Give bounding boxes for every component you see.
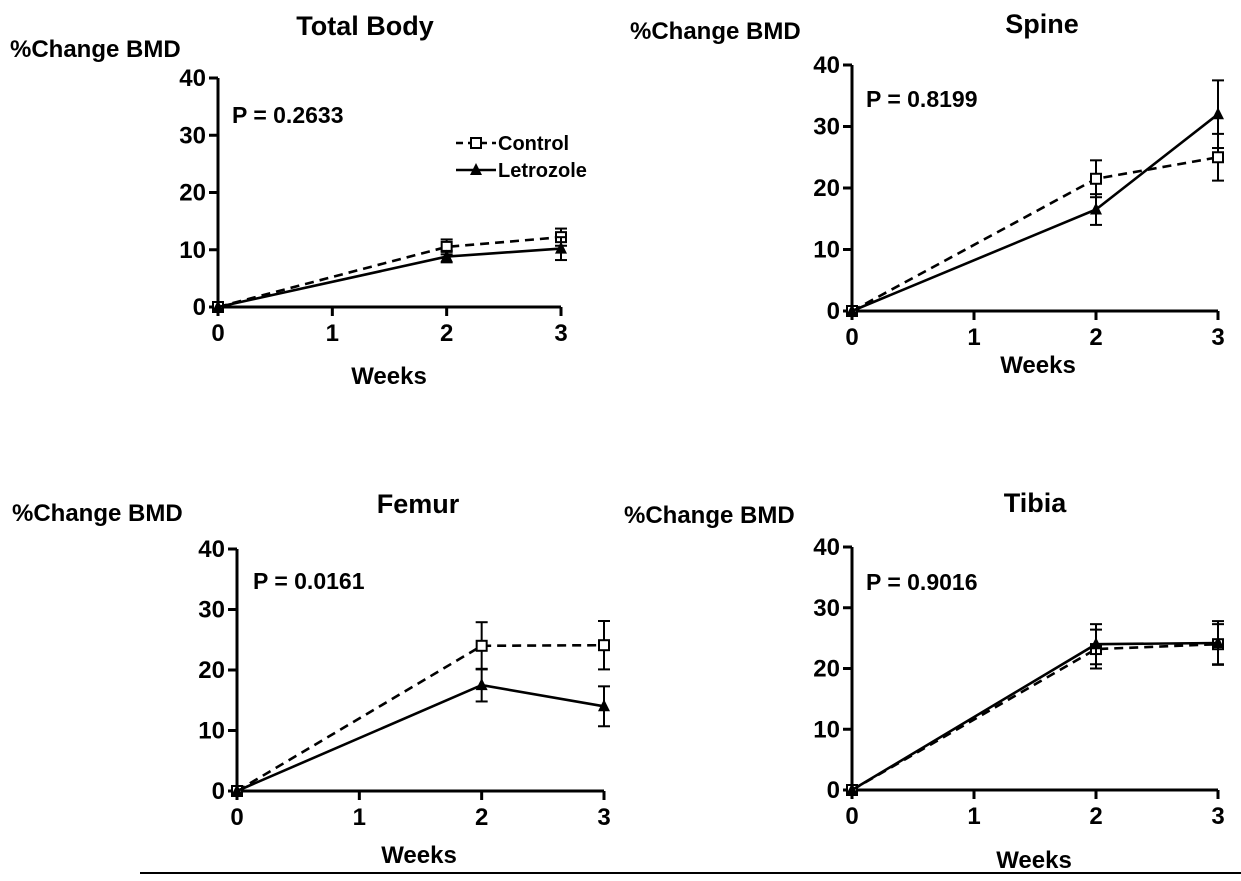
data-point-letrozole xyxy=(212,300,224,312)
x-tick-label: 2 xyxy=(1089,803,1102,830)
chart-title: Femur xyxy=(377,489,460,519)
y-tick-label: 10 xyxy=(813,716,840,743)
y-tick-label: 30 xyxy=(198,597,225,624)
x-axis-label: Weeks xyxy=(351,363,427,390)
y-tick-label: 0 xyxy=(193,294,206,321)
x-tick-label: 3 xyxy=(1211,324,1224,351)
legend-label: Control xyxy=(498,133,569,155)
y-tick-label: 0 xyxy=(827,777,840,804)
data-point-letrozole xyxy=(231,784,243,796)
y-axis-label: %Change BMD xyxy=(630,18,801,45)
data-point-letrozole xyxy=(846,783,858,795)
p-value-annotation: P = 0.0161 xyxy=(253,568,365,594)
series-line-control xyxy=(851,642,1219,792)
x-tick-label: 3 xyxy=(1211,803,1224,830)
legend-label: Letrozole xyxy=(498,160,587,182)
y-tick-label: 30 xyxy=(813,114,840,141)
data-point-letrozole xyxy=(598,699,610,712)
y-tick-label: 20 xyxy=(198,657,225,684)
chart-title: Spine xyxy=(1005,9,1079,39)
y-axis-label: %Change BMD xyxy=(10,36,181,63)
p-value-annotation: P = 0.9016 xyxy=(866,569,978,595)
series-line-letrozole xyxy=(236,683,605,793)
chart-panel: 0 10 20 30 40 0 1 2 3 Tibia %Change BMD Weeks P = 0.… xyxy=(624,488,1225,874)
x-tick-label: 2 xyxy=(440,320,453,347)
y-tick-label: 0 xyxy=(212,778,225,805)
x-tick-label: 0 xyxy=(845,803,858,830)
y-tick-label: 40 xyxy=(179,65,206,92)
chart-title: Total Body xyxy=(296,11,434,41)
y-tick-label: 0 xyxy=(827,298,840,325)
data-point-letrozole xyxy=(846,304,858,316)
x-axis-label: Weeks xyxy=(381,842,457,869)
data-point-letrozole xyxy=(440,249,453,262)
data-point-letrozole xyxy=(475,678,488,691)
data-point-control xyxy=(475,639,488,652)
x-tick-label: 2 xyxy=(1089,324,1102,351)
data-point-letrozole xyxy=(1090,202,1102,215)
chart-title: Tibia xyxy=(1004,488,1068,518)
legend: Control Letrozole xyxy=(456,133,587,182)
data-point-letrozole xyxy=(555,241,567,254)
y-tick-label: 20 xyxy=(179,180,206,207)
y-tick-label: 30 xyxy=(813,595,840,622)
p-value-annotation: P = 0.8199 xyxy=(866,86,978,112)
data-point-letrozole xyxy=(1212,107,1224,120)
chart-panel: 0 10 20 30 40 0 1 2 3 Total Body %Change BMD Weeks P… xyxy=(10,11,587,390)
x-tick-label: 3 xyxy=(554,320,567,347)
data-point-control xyxy=(598,639,610,652)
y-tick-label: 30 xyxy=(179,122,206,149)
x-tick-label: 1 xyxy=(967,803,980,830)
legend-marker-control xyxy=(470,137,482,149)
x-tick-label: 0 xyxy=(845,324,858,351)
data-point-letrozole xyxy=(1090,637,1102,650)
data-point-letrozole xyxy=(1212,635,1224,648)
y-tick-label: 40 xyxy=(813,52,840,79)
y-tick-label: 10 xyxy=(813,237,840,264)
chart-panel: 0 10 20 30 40 0 1 2 3 Spine %Change BMD Weeks P = 0.… xyxy=(630,9,1225,379)
series-line-control xyxy=(217,235,562,309)
series-line-letrozole xyxy=(217,247,562,309)
y-tick-label: 20 xyxy=(813,175,840,202)
series-line-letrozole xyxy=(851,641,1219,792)
x-axis-label: Weeks xyxy=(1000,352,1076,379)
legend-marker-letrozole xyxy=(470,163,482,175)
x-axis-label: Weeks xyxy=(996,847,1072,874)
y-tick-label: 40 xyxy=(198,536,225,563)
y-tick-label: 10 xyxy=(179,237,206,264)
x-tick-label: 1 xyxy=(353,804,366,831)
x-tick-label: 3 xyxy=(597,804,610,831)
x-tick-label: 0 xyxy=(230,804,243,831)
y-tick-label: 20 xyxy=(813,656,840,683)
chart-panel: 0 10 20 30 40 0 1 2 3 Femur %Change BMD Weeks P = 0.… xyxy=(12,489,611,869)
x-tick-label: 2 xyxy=(475,804,488,831)
series-line-control xyxy=(236,643,605,793)
y-tick-label: 40 xyxy=(813,534,840,561)
p-value-annotation: P = 0.2633 xyxy=(232,102,344,128)
y-axis-label: %Change BMD xyxy=(12,500,183,527)
data-point-control xyxy=(1090,172,1102,185)
x-tick-label: 0 xyxy=(211,320,224,347)
x-tick-label: 1 xyxy=(326,320,339,347)
y-axis-label: %Change BMD xyxy=(624,502,795,529)
y-tick-label: 10 xyxy=(198,718,225,745)
data-point-control xyxy=(1212,151,1224,164)
x-tick-label: 1 xyxy=(967,324,980,351)
